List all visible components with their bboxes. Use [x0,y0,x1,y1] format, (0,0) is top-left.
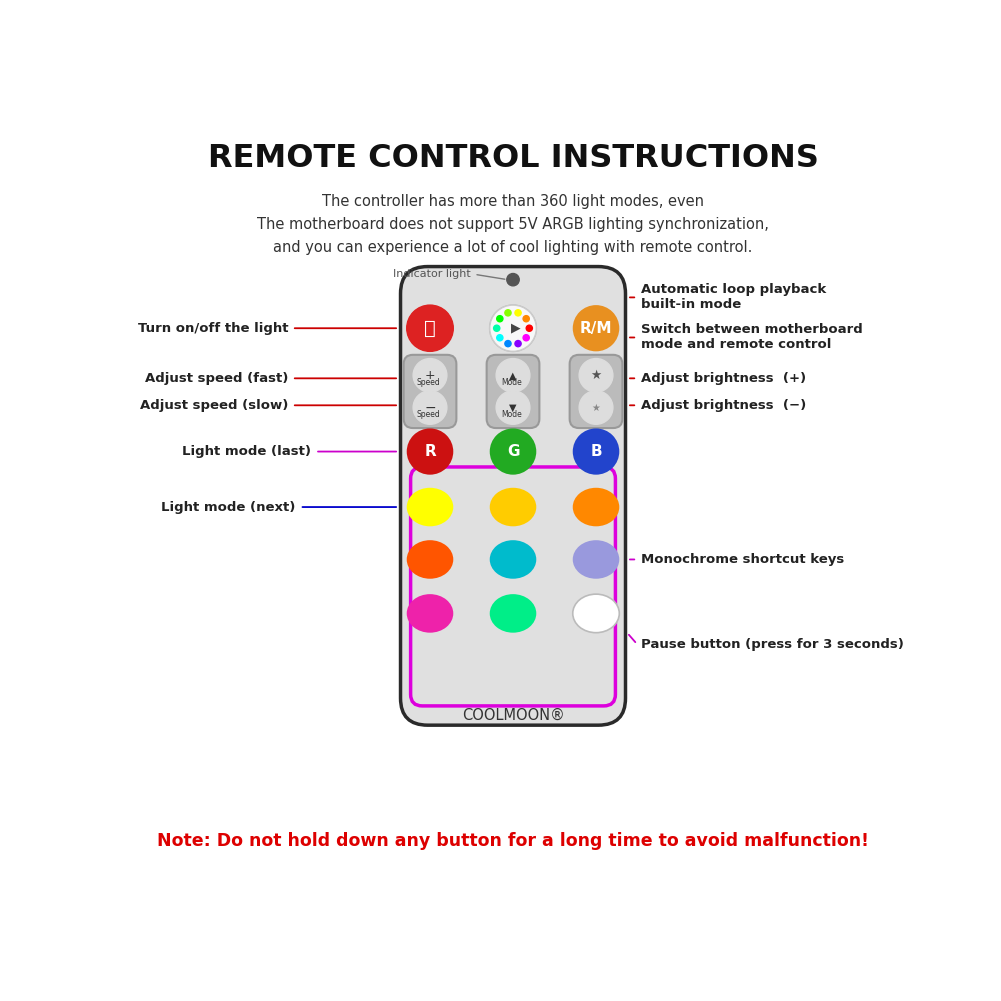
Text: Mode: Mode [502,377,522,386]
Circle shape [496,315,503,321]
Text: Adjust speed (fast): Adjust speed (fast) [145,371,288,384]
Ellipse shape [406,541,453,579]
Text: Indicator light: Indicator light [392,269,470,279]
Circle shape [489,305,537,351]
Text: Light mode (last): Light mode (last) [182,445,311,458]
Circle shape [507,273,520,286]
Circle shape [493,325,499,331]
Circle shape [406,305,453,351]
Ellipse shape [489,487,537,527]
Circle shape [406,305,453,351]
Circle shape [580,390,613,424]
Ellipse shape [489,541,537,579]
FancyBboxPatch shape [403,354,456,428]
Ellipse shape [406,595,453,633]
Text: and you can experience a lot of cool lighting with remote control.: and you can experience a lot of cool lig… [273,240,753,255]
Circle shape [489,428,537,474]
Text: R: R [424,444,435,459]
Circle shape [527,325,533,331]
Circle shape [496,358,530,392]
Circle shape [573,305,620,351]
Text: The controller has more than 360 light modes, even: The controller has more than 360 light m… [322,193,704,208]
Text: B: B [591,444,602,459]
Ellipse shape [573,595,620,633]
Ellipse shape [573,487,620,527]
FancyBboxPatch shape [570,354,623,428]
Text: REMOTE CONTROL INSTRUCTIONS: REMOTE CONTROL INSTRUCTIONS [207,143,819,174]
Circle shape [524,334,530,340]
Text: Adjust brightness  (+): Adjust brightness (+) [641,371,806,384]
Text: −: − [424,400,435,414]
Circle shape [580,358,613,392]
Circle shape [496,390,530,424]
Text: R/M: R/M [580,320,613,335]
Circle shape [496,334,503,340]
Text: ▶: ▶ [511,321,521,334]
Circle shape [515,340,522,346]
Ellipse shape [406,487,453,527]
Text: Light mode (next): Light mode (next) [161,500,296,514]
FancyBboxPatch shape [486,354,540,428]
Text: G: G [507,444,520,459]
Text: ★: ★ [592,402,601,412]
Text: Mode: Mode [502,409,522,418]
Circle shape [489,305,537,351]
Text: ⏻: ⏻ [424,318,435,337]
Text: ★: ★ [591,368,602,381]
Ellipse shape [489,595,537,633]
Text: Automatic loop playback
built-in mode: Automatic loop playback built-in mode [641,283,826,311]
Circle shape [515,309,522,316]
Text: Speed: Speed [416,377,440,386]
Circle shape [524,315,530,321]
Text: Switch between motherboard
mode and remote control: Switch between motherboard mode and remo… [641,323,863,351]
FancyBboxPatch shape [400,266,626,725]
Text: Pause button (press for 3 seconds): Pause button (press for 3 seconds) [641,638,904,651]
Circle shape [573,428,620,474]
Circle shape [413,358,446,392]
Text: Monochrome shortcut keys: Monochrome shortcut keys [641,553,844,566]
Circle shape [505,309,512,316]
Text: Adjust speed (slow): Adjust speed (slow) [140,398,288,411]
Text: The motherboard does not support 5V ARGB lighting synchronization,: The motherboard does not support 5V ARGB… [257,216,769,231]
Circle shape [406,428,453,474]
Text: ▲: ▲ [510,370,517,380]
Text: Note: Do not hold down any button for a long time to avoid malfunction!: Note: Do not hold down any button for a … [157,832,869,850]
Text: COOLMOON®: COOLMOON® [461,708,565,723]
Text: +: + [424,368,435,381]
Text: ▼: ▼ [510,402,517,412]
Ellipse shape [573,541,620,579]
Circle shape [413,390,446,424]
Text: Turn on/off the light: Turn on/off the light [137,321,288,334]
Text: Speed: Speed [416,409,440,418]
Circle shape [505,340,512,346]
Text: Adjust brightness  (−): Adjust brightness (−) [641,398,806,411]
